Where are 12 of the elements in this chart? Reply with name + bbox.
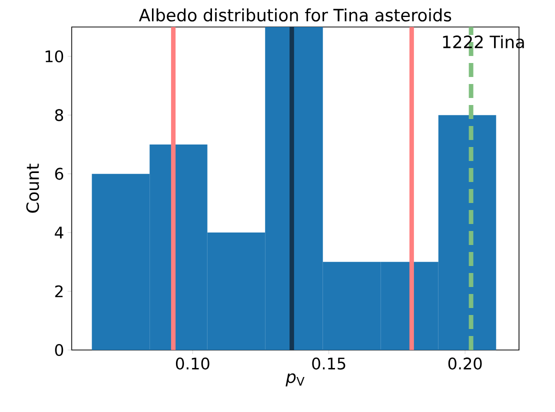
x-tick-label: 0.20 bbox=[448, 358, 482, 370]
x-tick-label: 0.10 bbox=[176, 358, 210, 370]
y-tick-label: 8 bbox=[55, 109, 64, 122]
y-tick-label: 10 bbox=[46, 50, 64, 62]
x-tick-label: 0.15 bbox=[312, 358, 346, 370]
y-axis-title: Count bbox=[26, 164, 40, 213]
y-tick-label: 6 bbox=[55, 168, 64, 180]
y-tick-label: 4 bbox=[54, 226, 64, 238]
x-axis-title: p$_{V}$ bbox=[286, 373, 304, 386]
y-tick-label: 0 bbox=[55, 344, 64, 356]
chart-title: Albedo distribution for Tina asteroids bbox=[138, 8, 452, 22]
y-tick-label: 2 bbox=[55, 285, 63, 298]
